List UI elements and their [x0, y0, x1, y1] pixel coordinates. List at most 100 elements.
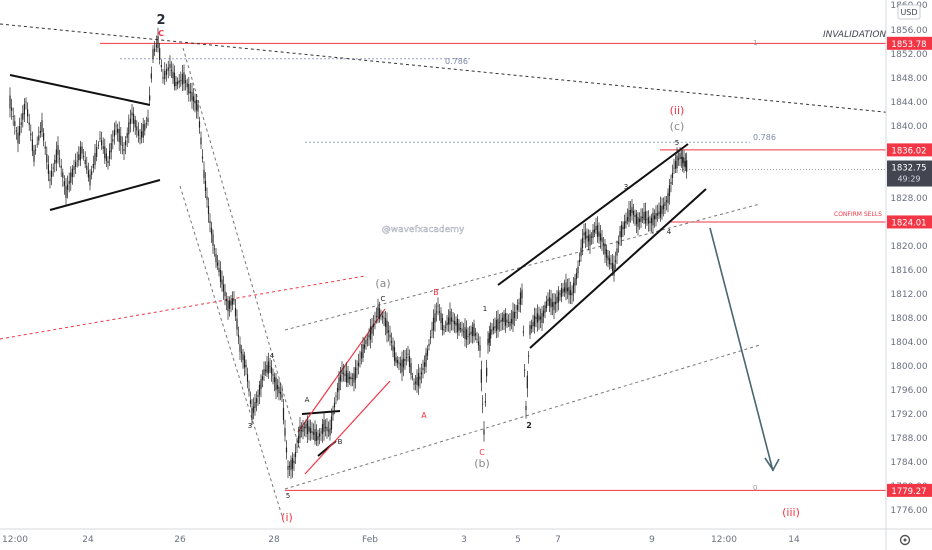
candle-body: [426, 349, 429, 356]
candle-body: [14, 121, 16, 126]
candle-body: [625, 220, 627, 224]
candle-body: [572, 282, 575, 294]
candle-body: [425, 353, 427, 367]
candle-body: [652, 212, 654, 226]
candle-body: [453, 320, 456, 325]
candle-body: [613, 264, 615, 276]
candle-body: [438, 311, 441, 313]
candle-body: [52, 167, 54, 169]
x-tick-label: 7: [555, 535, 561, 545]
fib-one-label: 1: [753, 39, 757, 47]
candle-body: [251, 408, 253, 420]
candle-body: [9, 95, 11, 109]
candle-body: [450, 317, 453, 322]
candle-body: [501, 317, 504, 322]
gear-icon[interactable]: [899, 534, 911, 546]
candle-body: [634, 215, 636, 217]
candle-body: [312, 432, 315, 435]
candle-body: [431, 329, 433, 331]
wave-label: 1: [483, 305, 487, 313]
wave-label: B: [433, 288, 439, 297]
candle-body: [230, 300, 232, 306]
wave-label: A: [421, 411, 427, 420]
time-axis[interactable]: 12:00 24 26 28 Feb 3 5 7 9 12:00 14: [2, 535, 800, 545]
candle-body: [510, 318, 513, 324]
candle-body: [443, 329, 445, 331]
candle-body: [519, 292, 522, 305]
candle-body: [203, 169, 205, 179]
candle-body: [446, 322, 448, 326]
candle-body: [79, 146, 81, 161]
candle-body: [68, 180, 70, 184]
candle-body: [293, 460, 295, 464]
candle-body: [464, 327, 466, 339]
candle-body: [257, 395, 259, 397]
candle-body: [25, 101, 27, 103]
candle-body: [504, 313, 507, 326]
candle-body: [643, 211, 645, 221]
candle-body: [318, 433, 321, 437]
candle-body: [242, 354, 244, 360]
candle-body: [239, 344, 241, 352]
candle-body: [371, 326, 373, 334]
candle-body: [356, 368, 358, 370]
candle-body: [641, 216, 644, 219]
candle-body: [384, 318, 387, 327]
candle-body: [305, 423, 307, 429]
candle-body: [486, 367, 488, 377]
candle-body: [659, 205, 662, 218]
candle-body: [503, 313, 505, 323]
candle-body: [414, 381, 417, 384]
candle-body: [638, 218, 641, 223]
candle-body: [495, 319, 498, 332]
candle-body: [530, 325, 533, 329]
candle-body: [341, 369, 343, 375]
candle-body: [206, 196, 208, 200]
candle-body: [264, 369, 267, 372]
candle-body: [668, 185, 671, 196]
candle-body: [601, 237, 603, 243]
price-axis[interactable]: [886, 0, 932, 550]
fib-lower-label: 0.786: [753, 133, 776, 142]
wave-label: 2: [156, 13, 165, 28]
candle-body: [662, 204, 665, 210]
candle-body: [84, 159, 86, 165]
candle-body: [635, 213, 638, 225]
candle-body: [629, 209, 632, 217]
candle-body: [521, 289, 523, 299]
grey-diag-1: [182, 47, 301, 451]
candle-body: [350, 376, 352, 380]
candle-body: [465, 329, 468, 340]
candle-body: [345, 370, 348, 383]
candle-body: [500, 319, 502, 323]
candle-body: [17, 132, 19, 144]
candle-body: [653, 215, 656, 220]
candle-body: [374, 320, 376, 322]
projection-arrow: [709, 227, 774, 472]
candle-body: [150, 73, 152, 79]
candle-body: [195, 99, 198, 111]
currency-badge[interactable]: [897, 4, 921, 20]
candle-body: [112, 139, 114, 142]
candle-body: [288, 465, 291, 468]
wave-label: C: [158, 29, 164, 38]
candle-body: [178, 80, 180, 83]
y-tick-label: 1800.00: [890, 362, 927, 372]
candle-body: [221, 279, 223, 285]
candle-body: [30, 133, 32, 136]
candle-body: [142, 123, 144, 138]
candle-body: [539, 316, 542, 320]
candle-body: [571, 292, 573, 296]
candle-body: [23, 103, 25, 115]
price-tag: [887, 215, 932, 229]
candle-body: [467, 335, 469, 337]
candle-body: [291, 458, 294, 469]
candle-body: [252, 406, 255, 413]
x-tick-label: 9: [649, 535, 655, 545]
candle-body: [314, 428, 316, 442]
candle-body: [86, 165, 88, 171]
candle-body: [398, 362, 400, 364]
candle-body: [254, 402, 256, 408]
candle-body: [121, 145, 123, 146]
